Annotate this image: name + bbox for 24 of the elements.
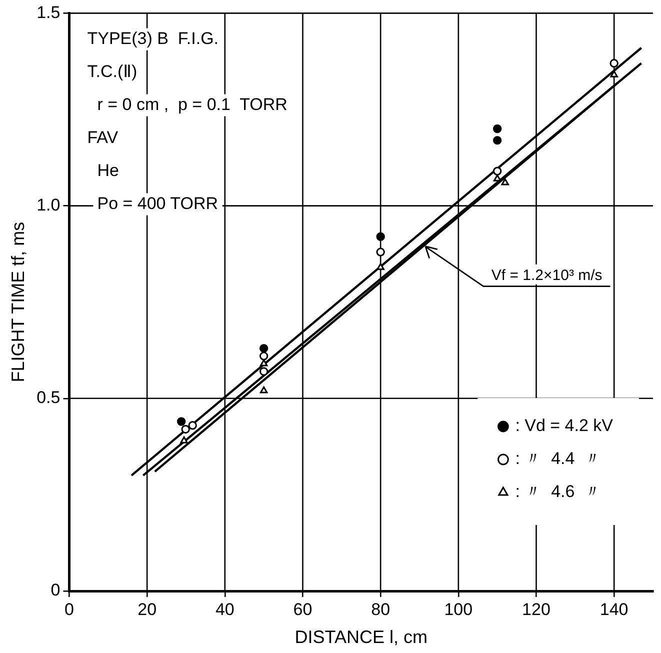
annotation: Po = 400 TORR: [97, 194, 218, 213]
annotation: He: [97, 160, 119, 180]
x-tick-label: 60: [293, 600, 312, 619]
annotation: T.C.(Ⅱ): [87, 62, 138, 81]
legend-label: : 〃 4.6 〃: [515, 482, 602, 502]
x-axis-title: DISTANCE l, cm: [294, 627, 428, 648]
annotation: Vf = 1.2×10³ m/s: [491, 266, 602, 284]
y-tick-label: 0: [50, 580, 60, 600]
legend-label: : 〃 4.4 〃: [515, 449, 602, 468]
x-tick-label: 40: [215, 600, 234, 619]
x-tick-label: 100: [444, 600, 473, 619]
y-tick-label: 1.5: [36, 2, 60, 22]
x-tick-label: 140: [600, 600, 628, 619]
x-tick-label: 80: [371, 600, 390, 619]
y-axis-title: FLIGHT TIME tf, ms: [8, 222, 28, 382]
annotation: FAV: [87, 128, 119, 147]
x-tick-label: 0: [64, 600, 74, 619]
annotation: TYPE(3) B F.I.G.: [87, 28, 219, 48]
x-tick-label: 20: [138, 600, 157, 619]
legend-label: : Vd = 4.2 kV: [515, 416, 614, 436]
annotation: r = 0 cm , p = 0.1 TORR: [97, 94, 288, 114]
y-tick-label: 0.5: [36, 388, 60, 408]
y-tick-label: 1.0: [36, 195, 60, 214]
x-tick-label: 120: [522, 600, 550, 619]
